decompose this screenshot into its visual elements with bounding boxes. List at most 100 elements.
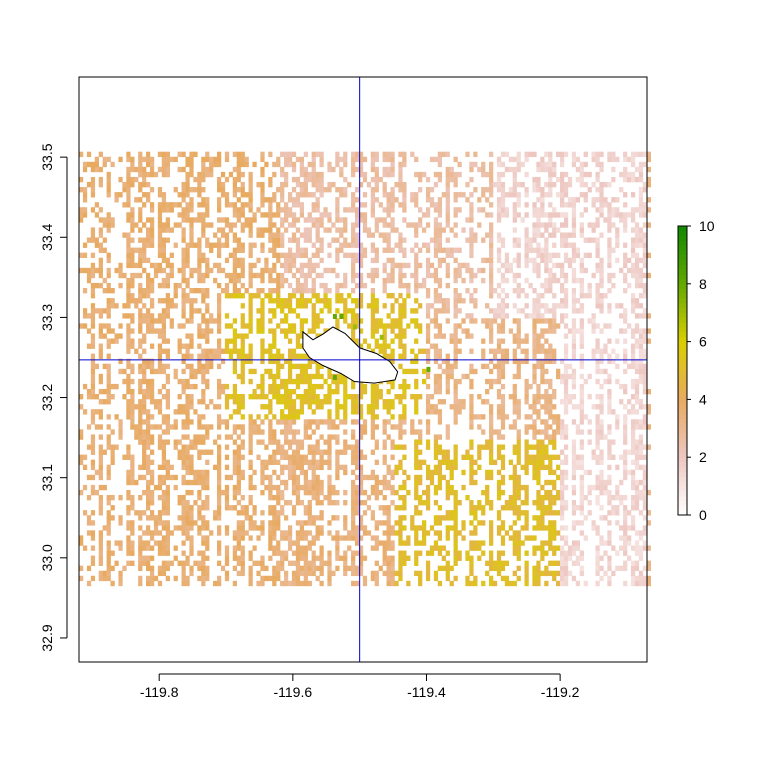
raster-cell (422, 378, 427, 385)
raster-cell (524, 257, 529, 264)
raster-cell (205, 500, 210, 506)
raster-cell (469, 227, 474, 233)
raster-cell (236, 555, 241, 561)
raster-cell (287, 388, 293, 395)
raster-cell (295, 429, 301, 435)
raster-cell (512, 171, 517, 178)
raster-cell (126, 414, 131, 420)
raster-cell (500, 459, 506, 465)
raster-cell (414, 192, 419, 198)
raster-cell (189, 373, 194, 380)
raster-cell (236, 187, 241, 193)
raster-cell (90, 530, 96, 536)
raster-cell (374, 247, 379, 253)
raster-cell (248, 358, 253, 365)
raster-cell (299, 368, 305, 375)
raster-cell (157, 313, 163, 319)
raster-cell (268, 151, 273, 158)
raster-cell (248, 272, 253, 279)
raster-cell (146, 363, 151, 370)
raster-cell (220, 267, 226, 274)
raster-cell (157, 484, 163, 491)
raster-cell (216, 449, 222, 455)
raster-cell (146, 232, 151, 238)
raster-cell (563, 565, 569, 572)
raster-cell (284, 212, 289, 218)
raster-cell (489, 550, 494, 556)
raster-cell (90, 474, 96, 481)
raster-cell (351, 257, 356, 264)
raster-cell (489, 232, 494, 238)
raster-cell (106, 474, 111, 481)
raster-cell (126, 217, 131, 223)
raster-cell (315, 293, 320, 299)
raster-cell (563, 535, 569, 541)
raster-cell (485, 444, 490, 450)
raster-cell (374, 570, 379, 577)
raster-cell (354, 525, 360, 531)
raster-cell (445, 192, 450, 198)
raster-cell (445, 515, 450, 521)
raster-cell (280, 197, 285, 203)
raster-cell (422, 530, 427, 536)
raster-cell (382, 510, 387, 516)
raster-cell (272, 394, 277, 400)
raster-cell (130, 500, 135, 506)
raster-cell (295, 298, 301, 304)
raster-cell (181, 530, 186, 536)
raster-cell (181, 298, 186, 304)
raster-cell (524, 247, 529, 253)
raster-cell (528, 383, 533, 390)
raster-cell (173, 439, 178, 445)
raster-cell (319, 247, 324, 253)
raster-cell (437, 474, 443, 481)
raster-cell (473, 368, 478, 375)
raster-cell (90, 358, 96, 365)
raster-cell (414, 484, 419, 491)
raster-cell (331, 237, 336, 243)
raster-cell (492, 580, 498, 587)
raster-cell (205, 262, 210, 269)
raster-cell (228, 252, 234, 259)
raster-cell (130, 399, 135, 405)
raster-cell (106, 343, 111, 349)
raster-cell (414, 288, 419, 294)
raster-cell (461, 454, 466, 460)
raster-cell (220, 419, 226, 425)
raster-cell (560, 237, 565, 243)
raster-cell (398, 242, 403, 248)
raster-cell (86, 565, 92, 572)
raster-cell (335, 161, 340, 168)
raster-cell (268, 212, 273, 218)
raster-cell (465, 313, 470, 319)
raster-cell (422, 489, 427, 496)
raster-cell (169, 262, 174, 269)
raster-cell (149, 166, 155, 173)
raster-cell (232, 464, 237, 471)
raster-cell (291, 540, 297, 546)
raster-cell (169, 560, 174, 566)
raster-cell (398, 343, 403, 349)
raster-cell (157, 262, 163, 269)
raster-cell (536, 197, 541, 203)
raster-cell (232, 348, 237, 354)
raster-cell (142, 348, 147, 354)
raster-cell (406, 323, 411, 329)
raster-cell (181, 525, 186, 531)
raster-cell (232, 282, 237, 289)
raster-cell (197, 449, 202, 455)
raster-cell (323, 494, 328, 501)
raster-cell (240, 378, 245, 385)
raster-cell (287, 459, 293, 465)
raster-cell (331, 535, 336, 541)
raster-cell (185, 333, 190, 339)
raster-cell (536, 293, 541, 299)
raster-cell (177, 166, 182, 173)
raster-cell (536, 217, 541, 223)
raster-cell (540, 545, 545, 551)
raster-cell (185, 282, 190, 289)
raster-cell (94, 267, 100, 274)
raster-cell (185, 575, 190, 582)
raster-cell (177, 404, 182, 410)
raster-cell (571, 378, 577, 385)
